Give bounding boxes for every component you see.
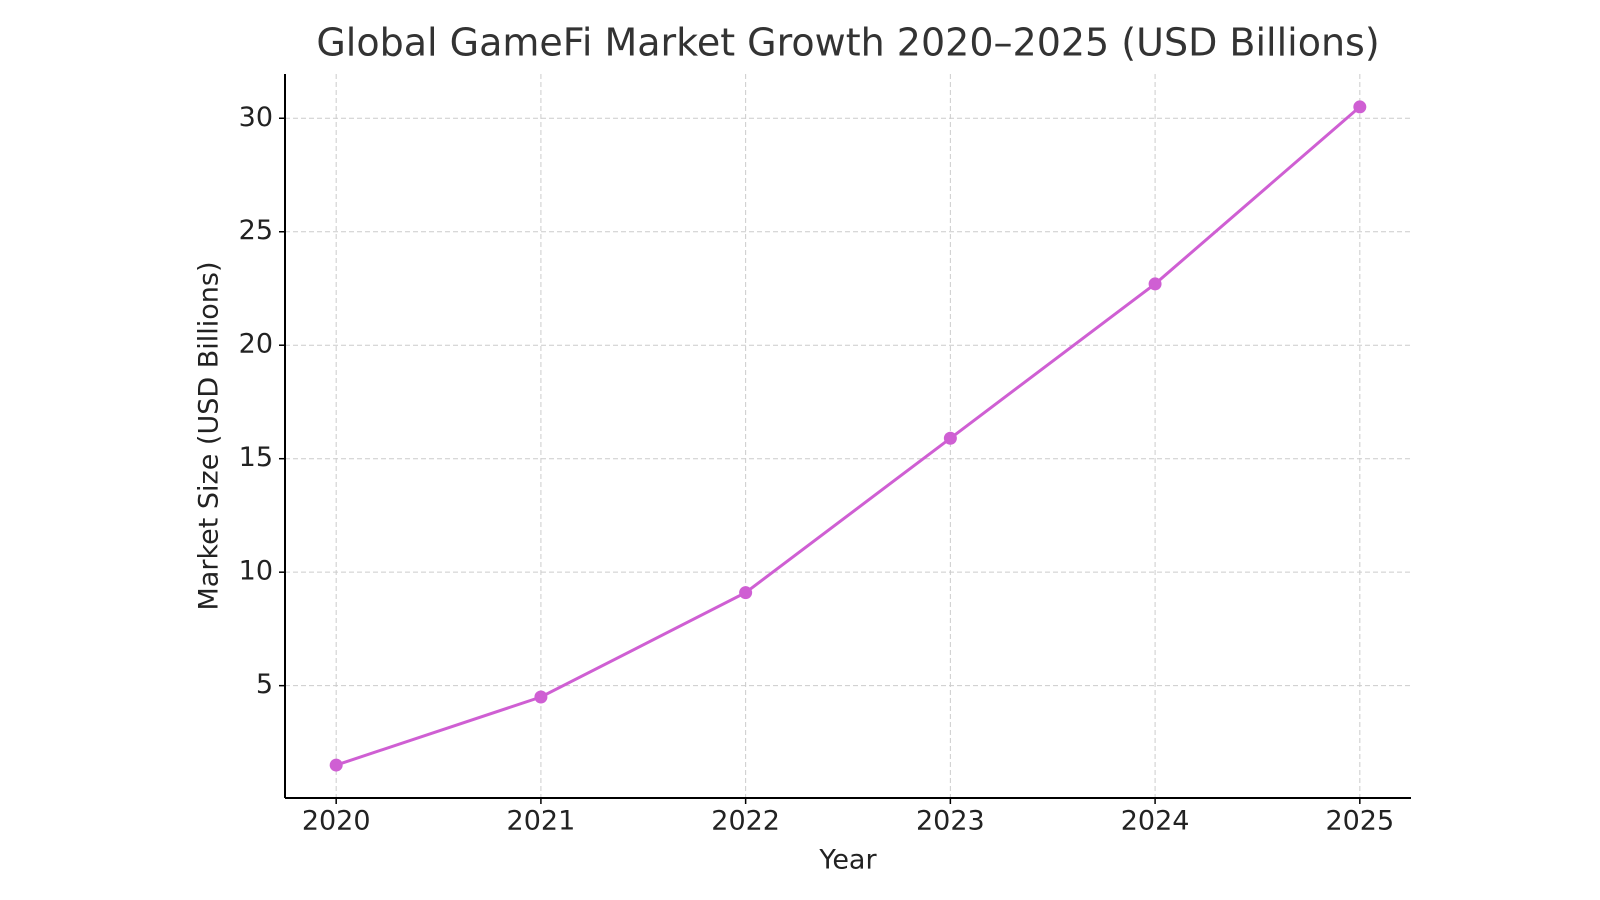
y-axis-label: Market Size (USD Billions) xyxy=(194,262,225,611)
data-line xyxy=(335,105,1361,767)
x-tick-label: 2021 xyxy=(507,806,576,837)
chart-title: Global GameFi Market Growth 2020–2025 (U… xyxy=(316,21,1379,65)
y-tick-label: 15 xyxy=(239,442,273,473)
y-tick-label: 20 xyxy=(239,329,273,360)
y-tick-label: 30 xyxy=(239,102,273,133)
x-axis-label: Year xyxy=(818,845,877,876)
data-point xyxy=(1353,100,1367,114)
data-point xyxy=(329,758,343,772)
data-point xyxy=(739,586,753,600)
x-tick-label: 2022 xyxy=(711,806,780,837)
x-tick-label: 2023 xyxy=(916,806,985,837)
x-tick-label: 2025 xyxy=(1325,806,1394,837)
y-tick-label: 25 xyxy=(239,215,273,246)
y-tick-label: 10 xyxy=(239,556,273,587)
y-tick-label: 5 xyxy=(256,669,273,700)
data-point xyxy=(1148,277,1162,291)
data-point xyxy=(943,431,957,445)
x-tick-label: 2020 xyxy=(302,806,371,837)
x-tick-label: 2024 xyxy=(1121,806,1190,837)
data-point xyxy=(534,690,548,704)
